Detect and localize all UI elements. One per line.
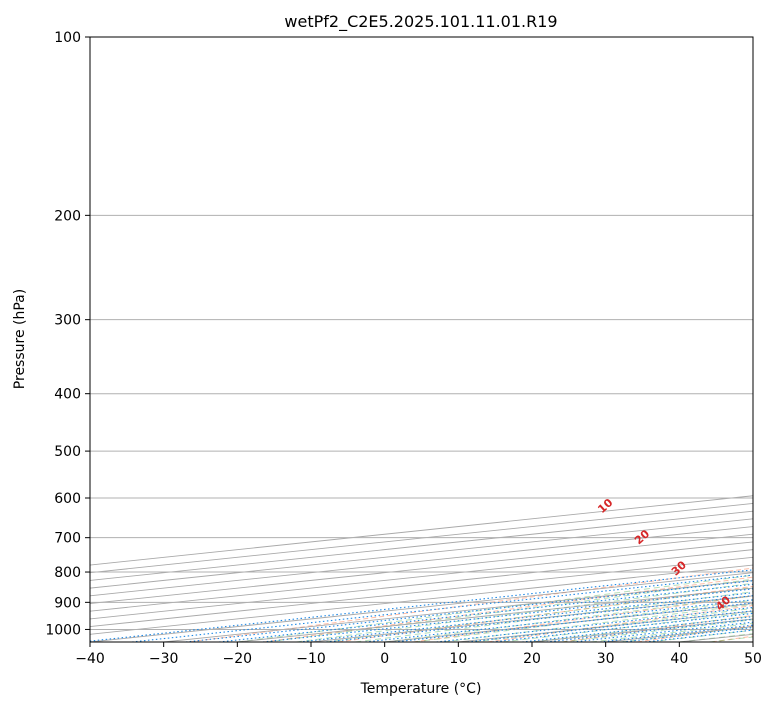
isotherm-line — [90, 495, 753, 566]
moist-adiabat — [296, 582, 753, 642]
plot-area: 0.10.20.40.611.52346810131620253036 -100… — [90, 37, 753, 642]
x-tick-label: −20 — [223, 651, 253, 667]
y-tick-label: 500 — [54, 444, 81, 460]
isotherm-line — [90, 526, 753, 597]
mixing-ratio-line — [365, 599, 753, 642]
y-axis-label: Pressure (hPa) — [12, 289, 28, 389]
isotherms — [90, 495, 753, 642]
dry-adiabat — [188, 567, 753, 642]
y-tick-label: 700 — [54, 531, 81, 547]
isotherm-line — [90, 533, 753, 604]
y-axis-ticks: 100 200 300 400 500 600 700 800 900 1000 — [45, 30, 90, 638]
y-tick-label: 900 — [54, 595, 81, 611]
y-tick-label: 600 — [54, 491, 81, 507]
moist-adiabats — [237, 574, 753, 642]
y-tick-label: 800 — [54, 565, 81, 581]
y-tick-label: 200 — [54, 208, 81, 224]
mixing-ratio-line — [467, 610, 753, 642]
y-tick-label: 400 — [54, 387, 81, 403]
moist-adiabat — [355, 591, 753, 642]
x-tick-label: −40 — [75, 651, 105, 667]
isotherm-line — [752, 641, 753, 642]
chart-title: wetPf2_C2E5.2025.101.11.01.R19 — [284, 12, 557, 32]
mixing-ratio-lines — [90, 569, 753, 642]
pressure-gridlines — [90, 37, 753, 630]
x-tick-label: 30 — [597, 651, 615, 667]
x-tick-label: 20 — [523, 651, 541, 667]
y-tick-label: 100 — [54, 30, 81, 46]
moist-adiabat — [325, 586, 753, 642]
x-tick-label: −30 — [149, 651, 179, 667]
dry-adiabat — [338, 585, 753, 642]
x-tick-label: 10 — [449, 651, 467, 667]
isotherm-line — [90, 518, 753, 589]
x-tick-label: 50 — [744, 651, 762, 667]
dry-adiabats — [188, 567, 753, 642]
isotherm-line — [90, 502, 753, 574]
x-tick-label: 0 — [380, 651, 389, 667]
dry-adiabat — [412, 595, 753, 642]
mixing-ratio-line — [394, 602, 753, 642]
mixing-ratio-line — [436, 606, 753, 642]
x-tick-label: −10 — [296, 651, 326, 667]
y-tick-label: 1000 — [45, 622, 81, 638]
y-tick-label: 300 — [54, 313, 81, 329]
plot-frame — [89, 36, 754, 643]
x-axis-ticks: −40 −30 −20 −10 0 10 20 30 40 50 — [75, 642, 762, 667]
isotherm-line — [90, 510, 753, 581]
x-tick-label: 40 — [670, 651, 688, 667]
x-axis-label: Temperature (°C) — [360, 681, 482, 697]
